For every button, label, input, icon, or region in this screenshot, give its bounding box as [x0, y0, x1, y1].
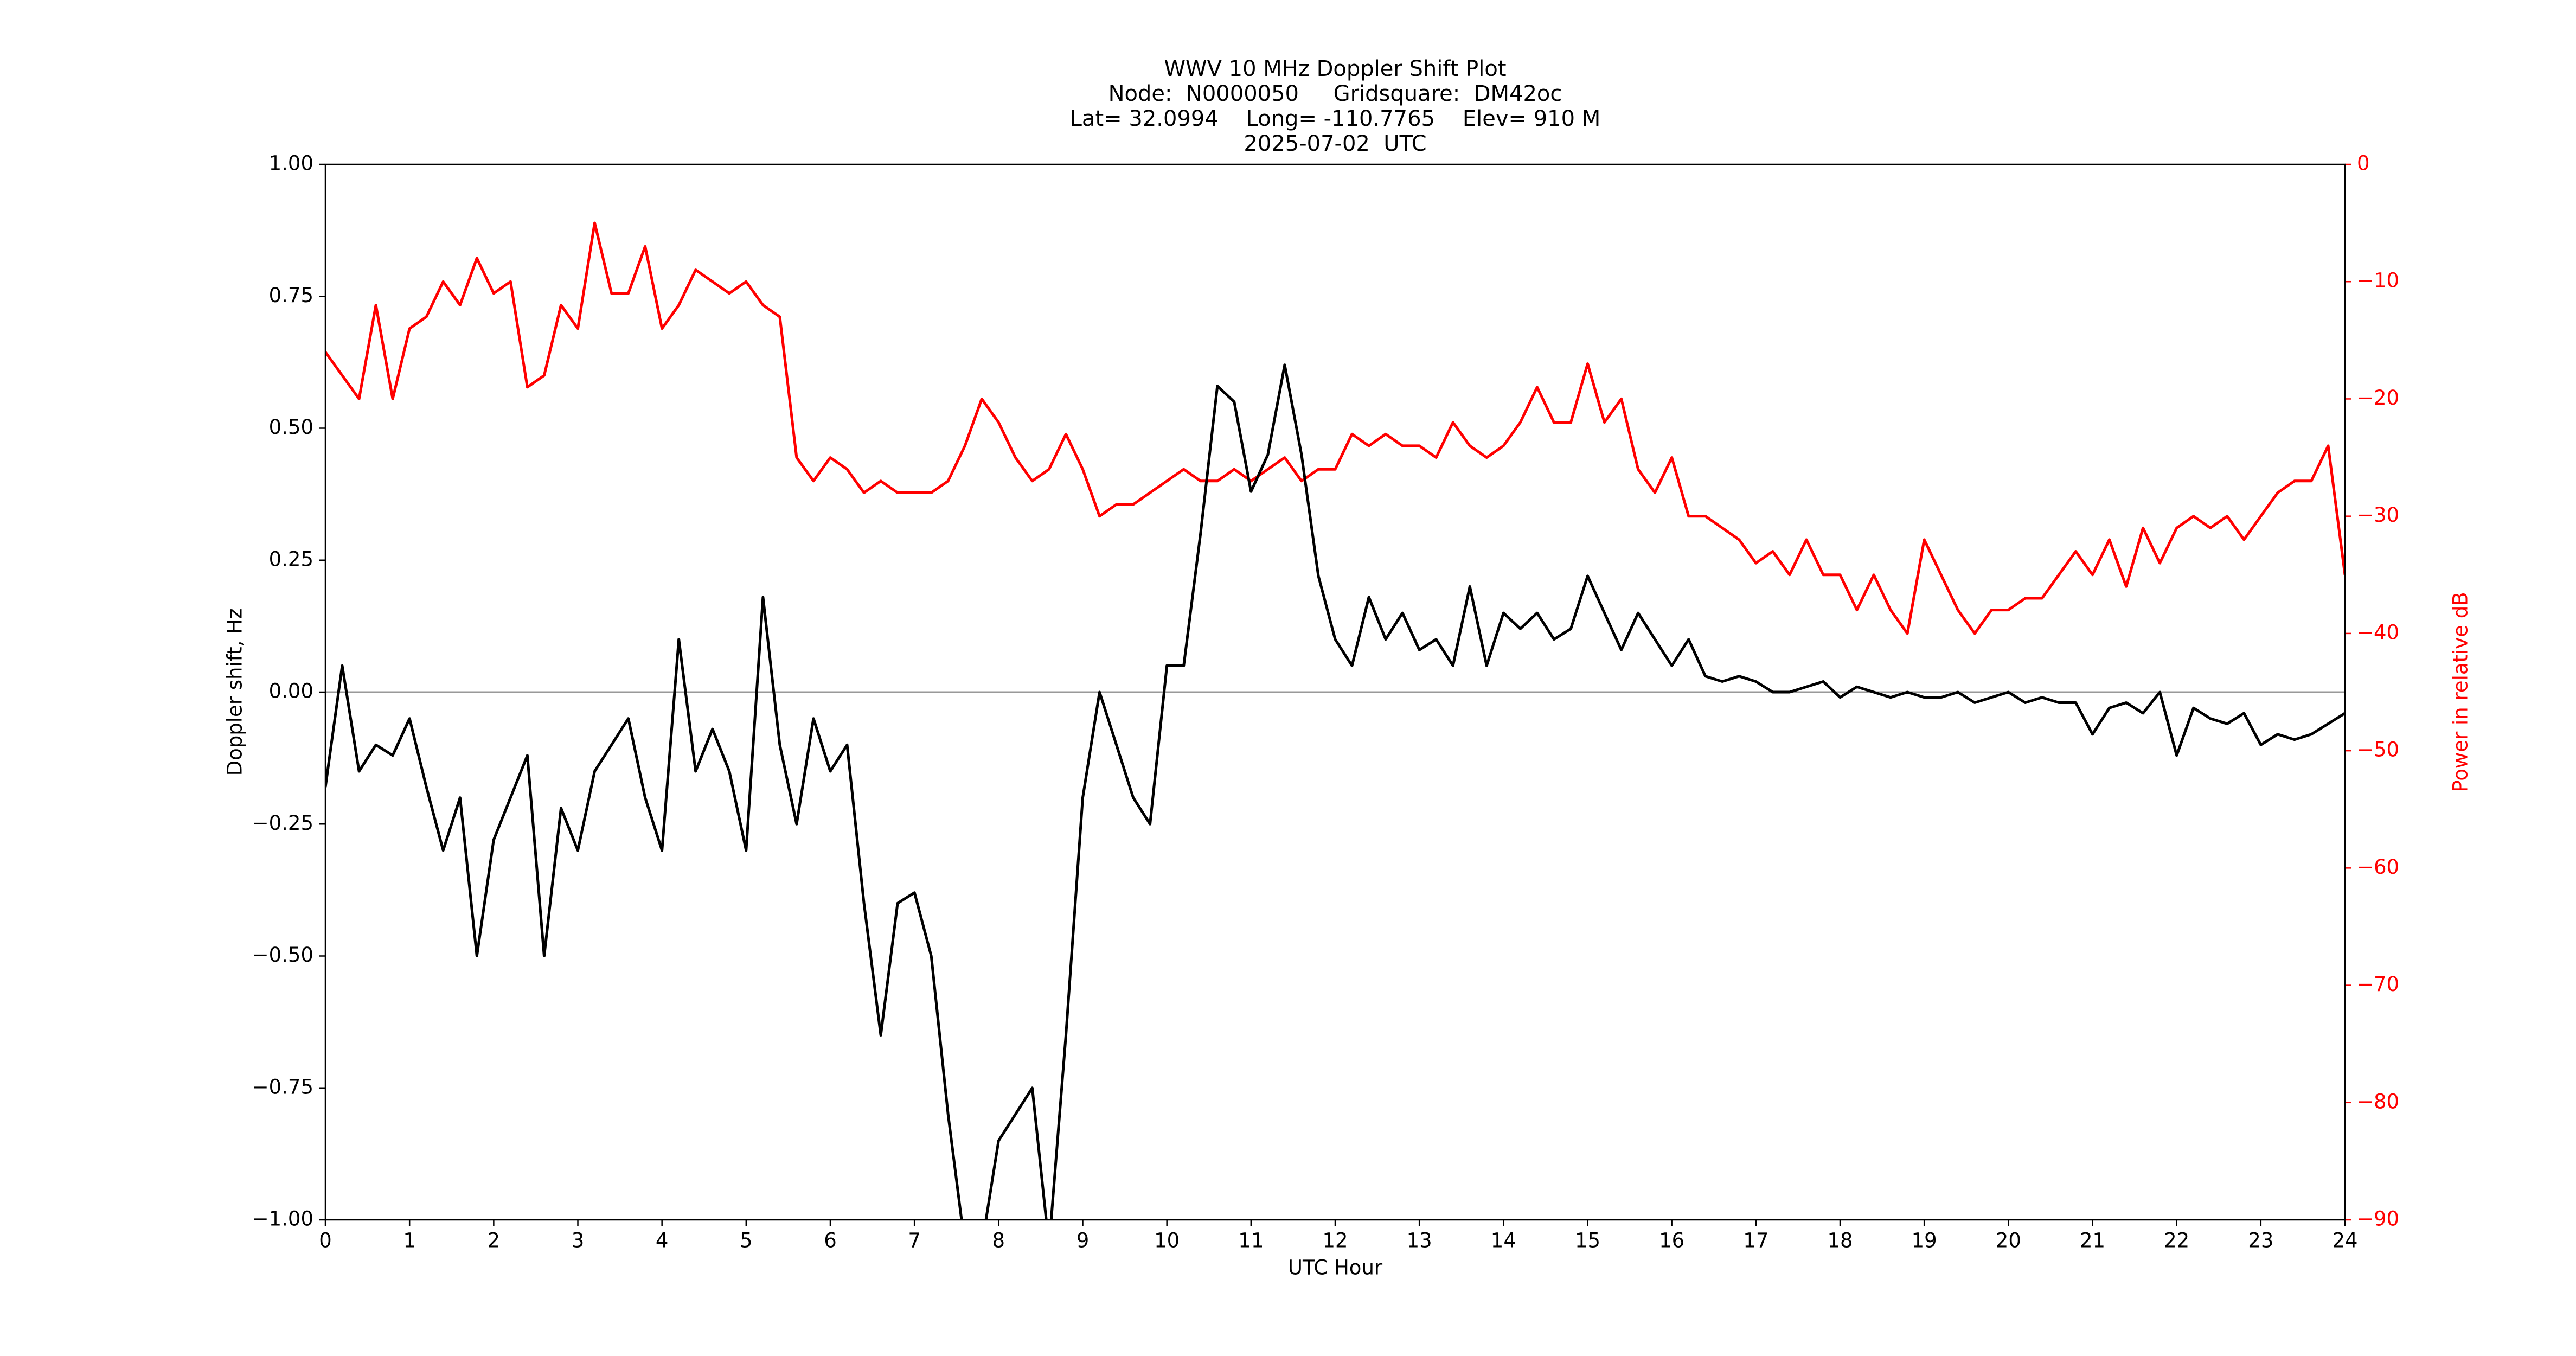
x-axis-label: UTC Hour — [1288, 1256, 1383, 1280]
y2-axis-label: Power in relative dB — [2449, 592, 2472, 792]
x-tick-label: 15 — [1575, 1229, 1600, 1252]
y2-tick-label: −80 — [2357, 1090, 2399, 1113]
x-tick-label: 10 — [1154, 1229, 1180, 1252]
x-tick-label: 12 — [1322, 1229, 1348, 1252]
x-tick-label: 20 — [1996, 1229, 2021, 1252]
y-tick-label: 0.50 — [269, 415, 313, 439]
x-tick-label: 16 — [1659, 1229, 1684, 1252]
x-tick-label: 14 — [1491, 1229, 1516, 1252]
y-tick-label: −0.50 — [252, 943, 313, 967]
y-axis-label: Doppler shift, Hz — [223, 609, 247, 776]
y2-tick-label: −70 — [2357, 973, 2399, 996]
chart-title: Node: N0000050 Gridsquare: DM42oc — [1108, 81, 1562, 106]
y2-tick-label: −30 — [2357, 503, 2399, 527]
y-tick-label: 0.00 — [269, 680, 313, 703]
y-tick-label: −0.25 — [252, 811, 313, 835]
x-tick-label: 23 — [2248, 1229, 2273, 1252]
x-tick-label: 21 — [2080, 1229, 2105, 1252]
y2-tick-label: −10 — [2357, 269, 2399, 292]
chart-title: WWV 10 MHz Doppler Shift Plot — [1164, 56, 1506, 81]
x-tick-label: 4 — [656, 1229, 669, 1252]
y2-tick-label: −90 — [2357, 1207, 2399, 1231]
x-tick-label: 5 — [740, 1229, 753, 1252]
y-tick-label: −1.00 — [252, 1207, 313, 1231]
x-tick-label: 1 — [403, 1229, 416, 1252]
x-tick-label: 7 — [908, 1229, 921, 1252]
y-tick-label: 0.75 — [269, 284, 313, 307]
x-tick-label: 6 — [824, 1229, 837, 1252]
y-tick-label: −0.75 — [252, 1075, 313, 1098]
plot-frame — [324, 163, 2346, 1221]
data-line — [325, 363, 2345, 1220]
y2-tick-label: −50 — [2357, 738, 2399, 762]
y2-tick-label: 0 — [2357, 152, 2370, 175]
y2-tick-label: −20 — [2357, 386, 2399, 410]
data-line — [325, 221, 2345, 635]
chart-title: 2025-07-02 UTC — [1244, 131, 1426, 156]
x-tick-label: 3 — [572, 1229, 585, 1252]
x-tick-label: 24 — [2332, 1229, 2357, 1252]
x-tick-label: 0 — [319, 1229, 332, 1252]
x-tick-label: 2 — [488, 1229, 501, 1252]
y-tick-label: 1.00 — [269, 152, 313, 175]
x-tick-label: 8 — [992, 1229, 1005, 1252]
x-tick-label: 18 — [1827, 1229, 1853, 1252]
x-tick-label: 22 — [2164, 1229, 2189, 1252]
y2-tick-label: −60 — [2357, 855, 2399, 879]
x-tick-label: 19 — [1912, 1229, 1937, 1252]
x-tick-label: 17 — [1743, 1229, 1768, 1252]
plot-area — [325, 221, 2345, 1220]
x-tick-label: 13 — [1407, 1229, 1432, 1252]
chart-title: Lat= 32.0994 Long= -110.7765 Elev= 910 M — [1070, 106, 1601, 131]
x-tick-label: 9 — [1076, 1229, 1090, 1252]
x-tick-label: 11 — [1238, 1229, 1264, 1252]
y2-tick-label: −40 — [2357, 621, 2399, 644]
y-tick-label: 0.25 — [269, 547, 313, 571]
